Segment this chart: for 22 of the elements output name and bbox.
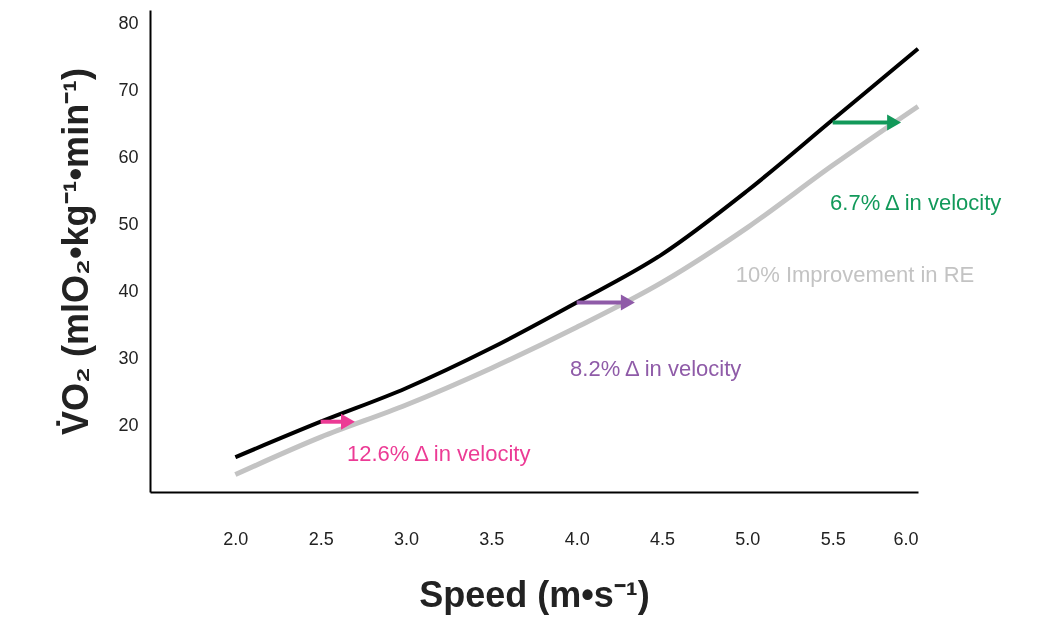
x-tick-label: 2.5: [308, 528, 334, 549]
x-tick-label: 4.5: [649, 528, 676, 549]
y-axis-title: V̇O₂ (mlO₂•kg⁻¹•min⁻¹): [55, 67, 97, 436]
x-tick-label: 4.0: [564, 528, 590, 549]
y-tick-label: 60: [118, 146, 139, 167]
y-tick-label: 30: [118, 347, 139, 368]
x-tick-label: 2.0: [223, 528, 249, 549]
x-tick-label: 5.0: [735, 528, 761, 549]
x-tick-label: 3.5: [479, 528, 505, 549]
series-label: 10% Improvement in RE: [735, 262, 975, 288]
text: 8.2% Δ in velocity: [570, 355, 742, 381]
y-tick-label: 80: [118, 12, 139, 33]
y-tick-label: 50: [118, 213, 139, 234]
y-tick-label: 20: [118, 414, 139, 435]
x-tick-label: 6.0: [893, 528, 919, 549]
y-tick-label: 70: [118, 79, 139, 100]
x-axis-title: Speed (m•s⁻¹): [419, 573, 650, 615]
series-label: 12.6% Δ in velocity: [346, 440, 531, 466]
text: 6.7% Δ in velocity: [830, 190, 1002, 216]
x-tick-label: 5.5: [820, 528, 846, 549]
x-tick-label: 3.0: [393, 528, 420, 549]
y-tick-label: 40: [118, 280, 139, 301]
